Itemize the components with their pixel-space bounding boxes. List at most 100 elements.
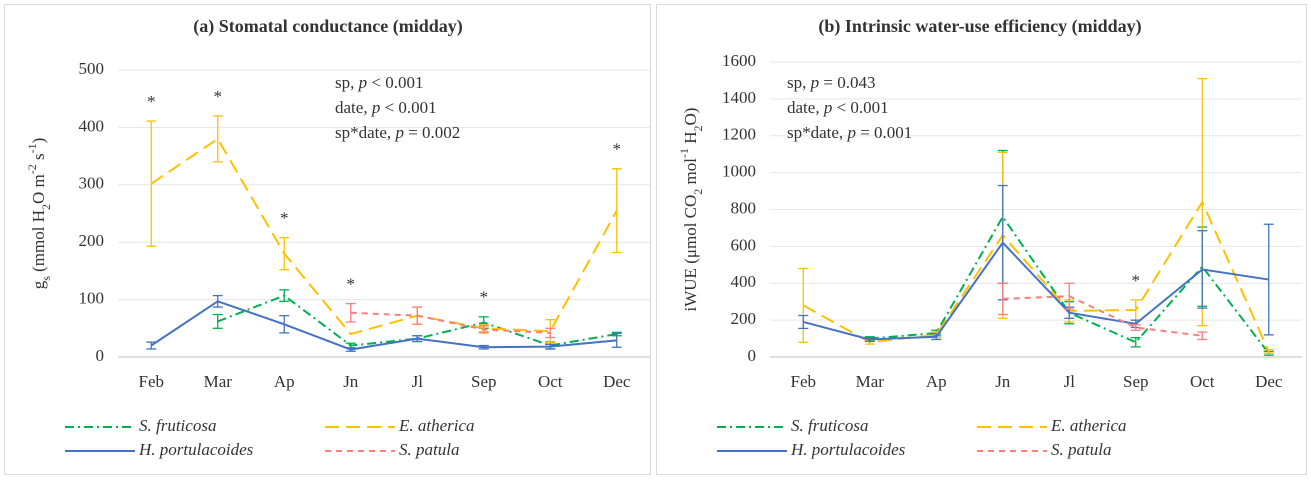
legend-label: H. portulacoides xyxy=(790,440,906,459)
significance-label: * xyxy=(214,87,223,106)
error-bar xyxy=(412,335,423,343)
error-bar xyxy=(545,343,556,350)
error-bar xyxy=(931,333,942,341)
y-axis-label: gs (mmol H2O m-2 s-1) xyxy=(25,138,53,290)
annotation: sp*date, p = 0.002 xyxy=(335,123,460,142)
error-bar xyxy=(611,332,622,348)
x-tick-label: Mar xyxy=(204,372,233,391)
panel-frame xyxy=(4,4,651,475)
error-bar xyxy=(212,115,223,163)
error-bar xyxy=(997,282,1008,316)
y-tick-label: 600 xyxy=(731,235,757,254)
error-bar xyxy=(146,120,157,247)
error-bar xyxy=(1197,230,1208,309)
error-bar xyxy=(279,315,290,334)
x-tick-label: Dec xyxy=(603,372,631,391)
y-tick-label: 1600 xyxy=(722,51,756,70)
error-bar xyxy=(478,344,489,350)
series-line xyxy=(150,137,618,336)
error-bar xyxy=(345,347,356,352)
series-line xyxy=(150,300,617,351)
legend-label: S. patula xyxy=(399,440,459,459)
annotation: sp*date, p = 0.001 xyxy=(787,123,912,142)
y-tick-label: 400 xyxy=(731,272,757,291)
error-bar xyxy=(864,336,875,342)
error-bar xyxy=(212,313,223,329)
x-tick-label: Jl xyxy=(1064,372,1076,391)
y-axis-label-part: mol xyxy=(681,158,700,189)
panel-frame xyxy=(656,4,1307,475)
y-tick-label: 400 xyxy=(79,116,105,135)
legend-label: S. patula xyxy=(1051,440,1111,459)
y-axis-label-part: 2 xyxy=(39,204,53,210)
error-bar xyxy=(345,302,356,323)
error-bar xyxy=(1197,331,1208,341)
x-tick-label: Feb xyxy=(791,372,817,391)
y-tick-label: 1200 xyxy=(722,125,756,144)
y-axis-label: iWUE (μmol CO2 mol-1 H2O) xyxy=(677,108,705,312)
y-tick-label: 1000 xyxy=(722,162,756,181)
error-bar xyxy=(1130,336,1141,348)
y-tick-label: 0 xyxy=(748,346,757,365)
x-tick-label: Sep xyxy=(1123,372,1149,391)
error-bar xyxy=(478,325,489,334)
error-bar xyxy=(798,314,809,330)
x-tick-label: Jn xyxy=(343,372,359,391)
x-tick-label: Jn xyxy=(995,372,1011,391)
y-axis-label-part: g xyxy=(29,280,48,289)
annotation: sp, p < 0.001 xyxy=(335,73,423,92)
y-axis-label-part: H xyxy=(681,131,700,148)
y-axis-label-part: -1 xyxy=(25,143,39,153)
y-tick-label: 100 xyxy=(79,289,105,308)
y-tick-label: 500 xyxy=(79,59,105,78)
y-axis-label-part: -1 xyxy=(677,148,691,158)
x-tick-label: Feb xyxy=(139,372,165,391)
legend-label: E. atherica xyxy=(1050,416,1127,435)
annotation: sp, p = 0.043 xyxy=(787,73,875,92)
significance-label: * xyxy=(613,140,622,159)
error-bar xyxy=(279,289,290,302)
y-axis-label-part: ) xyxy=(29,138,48,144)
significance-label: * xyxy=(280,209,289,228)
y-tick-label: 800 xyxy=(731,198,757,217)
series-line xyxy=(802,241,1269,341)
error-bar xyxy=(212,294,223,308)
chart-title: (a) Stomatal conductance (midday) xyxy=(193,16,462,37)
annotation: date, p < 0.001 xyxy=(787,98,889,117)
chart-title: (b) Intrinsic water-use efficiency (midd… xyxy=(818,16,1141,37)
y-tick-label: 300 xyxy=(79,174,105,193)
x-tick-label: Oct xyxy=(1190,372,1215,391)
x-tick-label: Ap xyxy=(926,372,947,391)
error-bar xyxy=(279,236,290,271)
y-axis-label-part: 2 xyxy=(691,189,705,195)
error-bar xyxy=(798,267,809,343)
error-bar xyxy=(1130,324,1141,331)
x-tick-label: Mar xyxy=(856,372,885,391)
x-tick-label: Ap xyxy=(274,372,295,391)
significance-label: * xyxy=(347,275,356,294)
x-tick-label: Oct xyxy=(538,372,563,391)
legend-label: E. atherica xyxy=(398,416,475,435)
significance-label: * xyxy=(147,92,156,111)
y-tick-label: 0 xyxy=(96,346,105,365)
series-line xyxy=(802,199,1270,352)
x-tick-label: Jl xyxy=(412,372,424,391)
y-axis-label-part: s xyxy=(39,276,53,281)
significance-label: * xyxy=(1132,271,1141,290)
legend-label: S. fruticosa xyxy=(791,416,868,435)
error-bar xyxy=(1263,348,1274,354)
y-tick-label: 200 xyxy=(79,231,105,250)
y-axis-label-part: -2 xyxy=(25,164,39,174)
legend-label: H. portulacoides xyxy=(138,440,254,459)
y-axis-label-part: s xyxy=(29,153,48,164)
error-bar xyxy=(412,306,423,325)
series-line xyxy=(1002,295,1203,337)
x-tick-label: Sep xyxy=(471,372,497,391)
significance-label: * xyxy=(480,288,489,307)
annotation: date, p < 0.001 xyxy=(335,98,437,117)
y-axis-label-part: 2 xyxy=(691,125,705,131)
error-bar xyxy=(1263,223,1274,336)
legend-label: S. fruticosa xyxy=(139,416,216,435)
x-tick-label: Dec xyxy=(1255,372,1283,391)
